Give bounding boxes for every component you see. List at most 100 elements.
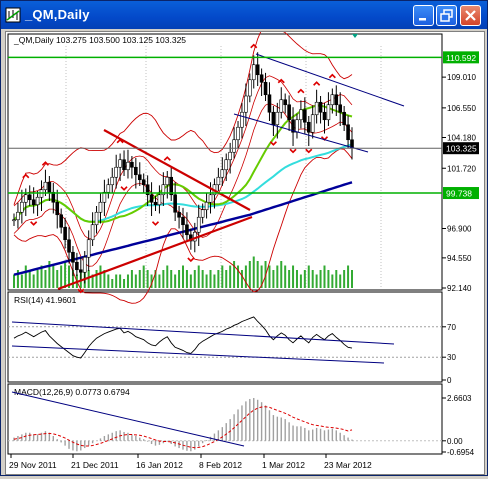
price-bar-body [181, 216, 185, 226]
volume-bar [292, 265, 295, 288]
volume-bar [256, 261, 259, 288]
trendline-red-down[interactable] [103, 129, 251, 211]
price-bar-body [275, 111, 280, 126]
rsi-trendline-upper[interactable] [11, 321, 395, 345]
volume-bar [13, 274, 15, 288]
price-bar-body [55, 201, 60, 216]
price-bar-body [134, 166, 138, 176]
rsi-trendlines[interactable] [11, 321, 395, 364]
volume-bar [32, 274, 35, 288]
price-bar-body [23, 194, 28, 203]
price-bar-body [153, 201, 158, 206]
volume-bar [288, 270, 291, 288]
restore-button[interactable] [436, 5, 457, 26]
price-bar-body [71, 251, 75, 263]
volume-bar [240, 270, 243, 288]
price-bar-body [346, 124, 350, 141]
shift-marker-icon[interactable] [352, 34, 358, 38]
price-bar-body [342, 111, 346, 126]
channel-bottom-line[interactable] [233, 113, 369, 153]
time-tick-label: 16 Jan 2012 [136, 460, 183, 470]
volume-bar [233, 261, 236, 288]
price-bar-body [82, 256, 87, 273]
price-bar-body [118, 159, 122, 168]
minimize-icon [419, 18, 426, 21]
window-title: _QM,Daily [25, 7, 90, 22]
volume-bar [119, 274, 122, 288]
chart-canvas[interactable]: _QM,Daily 103.275 103.500 103.125 103.32… [6, 24, 484, 474]
price-bar-body [334, 94, 339, 106]
macd-trendline[interactable] [11, 391, 245, 447]
trendlines[interactable] [57, 53, 405, 291]
price-bars [12, 52, 354, 284]
price-bar-body [314, 101, 319, 116]
price-tick-label: 104.180 [447, 134, 476, 143]
channel-top-line[interactable] [255, 53, 405, 107]
volume-bars [13, 256, 353, 288]
volume-bar [244, 265, 247, 288]
price-bar-body [224, 159, 229, 171]
rsi-curve [13, 316, 353, 359]
price-bar-body [232, 139, 236, 153]
volume-bar [170, 270, 173, 288]
price-bar-body [94, 211, 99, 226]
volume-bar [95, 270, 98, 288]
price-tick-label: 96.900 [447, 225, 472, 234]
volume-bar [331, 274, 334, 288]
rsi-trendline-lower[interactable] [11, 345, 385, 364]
minimize-button[interactable] [413, 5, 434, 26]
price-bar-body [157, 194, 162, 206]
price-bar-body [318, 101, 323, 113]
price-tick-label: 106.550 [447, 104, 476, 113]
price-bar-body [255, 64, 260, 76]
price-marker-box [443, 51, 479, 64]
price-bar-body [98, 201, 103, 213]
macd-signal-line [13, 406, 353, 449]
volume-bar [142, 265, 145, 288]
volume-bar [347, 265, 350, 288]
volume-bar [130, 270, 133, 288]
volume-bar [91, 274, 94, 288]
price-bar-body [326, 104, 331, 121]
price-bar-body [59, 214, 63, 228]
price-bar-body [122, 159, 126, 171]
price-bar-body [216, 176, 221, 186]
chart-area[interactable]: _QM,Daily 103.275 103.500 103.125 103.32… [5, 24, 485, 475]
volume-bar [248, 261, 251, 288]
volume-bar [272, 270, 275, 288]
price-bar-body [220, 169, 225, 178]
price-marker-box [443, 187, 479, 200]
volume-bar [126, 274, 129, 288]
volume-bar [284, 265, 287, 288]
title-bar[interactable]: _QM,Daily [1, 1, 487, 29]
close-button[interactable] [460, 5, 481, 26]
price-bar-body [51, 191, 56, 203]
rsi-panel[interactable] [7, 291, 443, 383]
price-tick-label: 94.550 [447, 254, 472, 263]
volume-bar [44, 270, 47, 288]
price-bar-body [16, 211, 20, 221]
price-bar-body [67, 239, 71, 253]
price-bar-body [283, 99, 287, 106]
price-bar-body [291, 119, 295, 133]
price-bar-body [161, 184, 166, 196]
volume-bar [280, 261, 283, 288]
rsi-line [8, 316, 442, 359]
price-bar-body [90, 224, 95, 241]
volume-bar [111, 279, 114, 288]
price-bar-body [303, 109, 307, 123]
price-bar-body [106, 184, 111, 193]
volume-bar [260, 265, 263, 288]
price-bar-body [330, 94, 335, 106]
fractal-down-icon [187, 257, 195, 263]
price-bar-body [248, 79, 252, 97]
trendline-red-up[interactable] [57, 215, 253, 291]
fractal-down-icon [305, 148, 313, 154]
price-bar-body [244, 95, 248, 113]
price-bar-body [295, 119, 299, 133]
fractal-down-icon [269, 141, 277, 146]
price-bar-body [185, 224, 189, 236]
volume-bar [16, 270, 19, 288]
price-bar-body [12, 219, 16, 222]
